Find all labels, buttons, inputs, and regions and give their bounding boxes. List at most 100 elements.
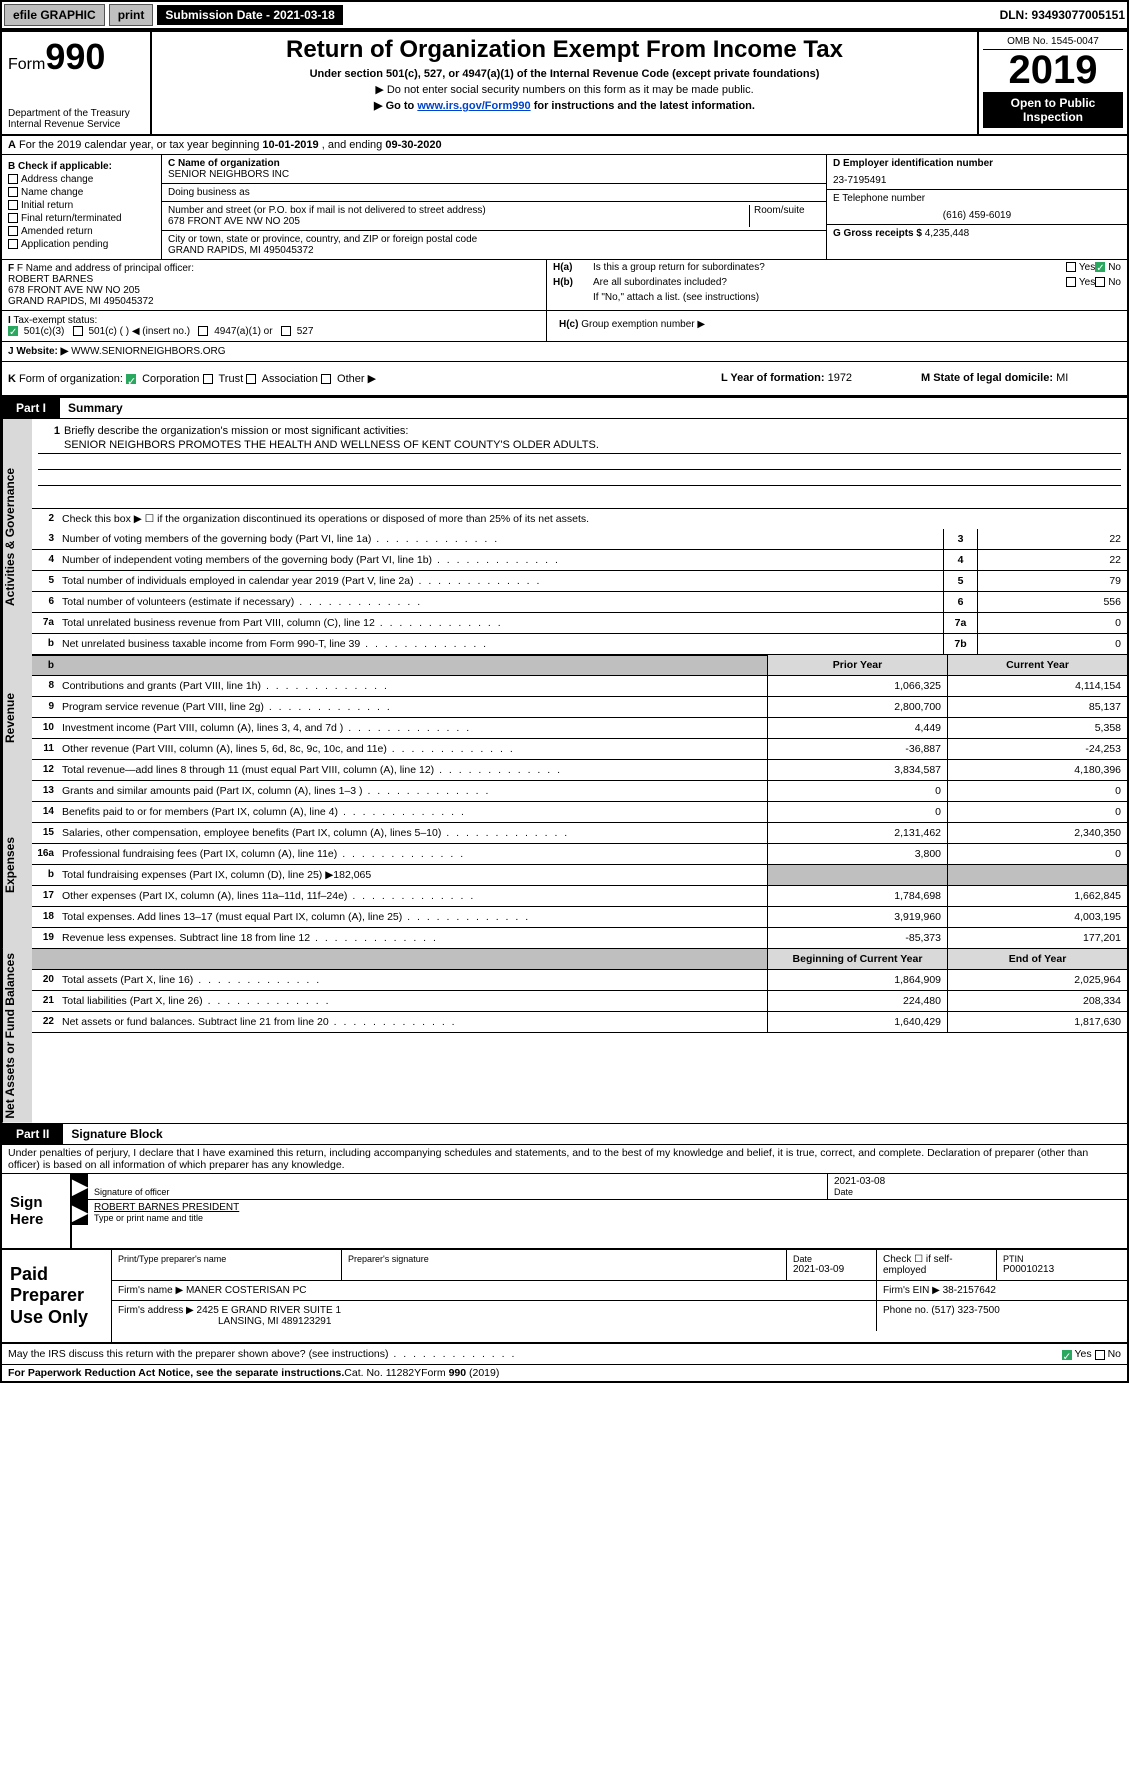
cb-final-return[interactable]: Final return/terminated xyxy=(8,213,155,224)
paid-preparer-label: Paid Preparer Use Only xyxy=(2,1250,112,1343)
tax-year: 2019 xyxy=(983,50,1123,90)
box-Hb: H(b) Are all subordinates included? Yes … xyxy=(547,275,1127,290)
part-II-header: Part II Signature Block xyxy=(2,1123,1127,1145)
cb-corporation[interactable]: ✓ Corporation xyxy=(126,373,200,385)
box-IJ-row: I Tax-exempt status: ✓ 501(c)(3) 501(c) … xyxy=(2,311,1127,342)
gross-receipts-label: G Gross receipts $ xyxy=(833,228,922,239)
expenses-section: Expenses 13Grants and similar amounts pa… xyxy=(2,781,1127,949)
summary-row: 4Number of independent voting members of… xyxy=(32,550,1127,571)
form-subtitle-3: ▶ Go to www.irs.gov/Form990 for instruct… xyxy=(158,99,971,112)
hdr-current-year: Current Year xyxy=(947,655,1127,675)
discuss-row: May the IRS discuss this return with the… xyxy=(2,1344,1127,1364)
form-subtitle-2: ▶ Do not enter social security numbers o… xyxy=(158,83,971,96)
ha-yes[interactable]: Yes xyxy=(1066,262,1095,273)
hb-no[interactable]: No xyxy=(1095,277,1121,288)
hb-note: If "No," attach a list. (see instruction… xyxy=(547,290,1127,305)
form-number: 990 xyxy=(45,36,105,77)
instructions-link[interactable]: www.irs.gov/Form990 xyxy=(417,100,530,112)
box-J: J Website: ▶ WWW.SENIORNEIGHBORS.ORG xyxy=(2,342,1127,362)
summary-row: 6Total number of volunteers (estimate if… xyxy=(32,592,1127,613)
box-B: B Check if applicable: Address change Na… xyxy=(2,155,162,259)
box-F: F F Name and address of principal office… xyxy=(2,260,547,310)
dept-treasury: Department of the TreasuryInternal Reven… xyxy=(8,108,144,130)
form-title: Return of Organization Exempt From Incom… xyxy=(158,36,971,64)
firm-phone: (517) 323-7500 xyxy=(931,1305,999,1316)
ptin: P00010213 xyxy=(1003,1264,1121,1275)
gross-receipts-value: 4,235,448 xyxy=(925,228,970,239)
arrow-icon: ▶ xyxy=(72,1174,88,1199)
summary-row: bTotal fundraising expenses (Part IX, co… xyxy=(32,865,1127,886)
cb-501c[interactable]: 501(c) ( ) ◀ (insert no.) xyxy=(73,326,190,337)
org-name: SENIOR NEIGHBORS INC xyxy=(168,169,820,180)
vtab-revenue: Revenue xyxy=(2,655,32,781)
hdr-prior-year: Prior Year xyxy=(767,655,947,675)
cb-4947[interactable]: 4947(a)(1) or xyxy=(198,326,272,337)
summary-row: 13Grants and similar amounts paid (Part … xyxy=(32,781,1127,802)
state-domicile: MI xyxy=(1056,372,1068,384)
penalty-statement: Under penalties of perjury, I declare th… xyxy=(2,1145,1127,1173)
part-II-box: Part II xyxy=(2,1124,63,1144)
officer-name-label: Type or print name and title xyxy=(94,1213,1121,1223)
sign-here-label: Sign Here xyxy=(2,1174,72,1248)
city-label: City or town, state or province, country… xyxy=(168,234,820,245)
sign-date-label: Date xyxy=(834,1187,1121,1197)
ha-no[interactable]: ✓No xyxy=(1095,262,1121,273)
cb-application-pending[interactable]: Application pending xyxy=(8,239,155,250)
box-KLM: K Form of organization: ✓ Corporation Tr… xyxy=(2,362,1127,397)
firm-address-2: LANSING, MI 489123291 xyxy=(118,1316,331,1327)
firm-name: MANER COSTERISAN PC xyxy=(186,1285,307,1296)
cb-address-change[interactable]: Address change xyxy=(8,174,155,185)
open-public-inspection: Open to Public Inspection xyxy=(983,92,1123,128)
org-name-label: C Name of organization xyxy=(168,158,820,169)
cb-501c3[interactable]: ✓ 501(c)(3) xyxy=(8,326,64,337)
city-value: GRAND RAPIDS, MI 495045372 xyxy=(168,245,820,256)
cb-name-change[interactable]: Name change xyxy=(8,187,155,198)
form-990: Form990 Department of the TreasuryIntern… xyxy=(0,30,1129,1383)
form-subtitle-1: Under section 501(c), 527, or 4947(a)(1)… xyxy=(158,68,971,80)
phone-value: (616) 459-6019 xyxy=(833,210,1121,221)
print-button[interactable]: print xyxy=(109,4,154,26)
summary-row: 11Other revenue (Part VIII, column (A), … xyxy=(32,739,1127,760)
form-prefix: Form xyxy=(8,56,45,73)
cb-initial-return[interactable]: Initial return xyxy=(8,200,155,211)
discuss-yes[interactable]: ✓Yes xyxy=(1062,1348,1092,1360)
firm-address-1: 2425 E GRAND RIVER SUITE 1 xyxy=(197,1305,342,1316)
preparer-date: 2021-03-09 xyxy=(793,1264,870,1275)
part-II-title: Signature Block xyxy=(63,1124,170,1144)
vtab-expenses: Expenses xyxy=(2,781,32,949)
discuss-no[interactable]: No xyxy=(1095,1348,1121,1360)
year-formation: 1972 xyxy=(828,372,852,384)
dba-label: Doing business as xyxy=(168,187,820,198)
summary-row: 3Number of voting members of the governi… xyxy=(32,529,1127,550)
line-2: Check this box ▶ ☐ if the organization d… xyxy=(58,509,1127,529)
box-FH: F F Name and address of principal office… xyxy=(2,260,1127,311)
self-employed-check[interactable]: Check ☐ if self-employed xyxy=(877,1250,997,1280)
website-url: WWW.SENIORNEIGHBORS.ORG xyxy=(71,346,225,357)
hb-yes[interactable]: Yes xyxy=(1066,277,1095,288)
cb-association[interactable]: Association xyxy=(246,373,318,385)
paperwork-notice: For Paperwork Reduction Act Notice, see … xyxy=(8,1367,344,1379)
summary-row: 16aProfessional fundraising fees (Part I… xyxy=(32,844,1127,865)
cb-trust[interactable]: Trust xyxy=(203,373,244,385)
ein-value: 23-7195491 xyxy=(833,175,1121,186)
arrow-icon: ▶ xyxy=(72,1200,88,1225)
efile-button[interactable]: efile GRAPHIC xyxy=(4,4,105,26)
summary-row: 14Benefits paid to or for members (Part … xyxy=(32,802,1127,823)
address-value: 678 FRONT AVE NW NO 205 xyxy=(168,216,745,227)
sign-date: 2021-03-08 xyxy=(834,1176,1121,1187)
cb-amended-return[interactable]: Amended return xyxy=(8,226,155,237)
summary-row: 10Investment income (Part VIII, column (… xyxy=(32,718,1127,739)
top-bar: efile GRAPHIC print Submission Date - 20… xyxy=(0,0,1129,30)
paid-preparer-block: Paid Preparer Use Only Print/Type prepar… xyxy=(2,1249,1127,1345)
summary-row: 19Revenue less expenses. Subtract line 1… xyxy=(32,928,1127,949)
entity-info-block: B Check if applicable: Address change Na… xyxy=(2,155,1127,260)
cb-other[interactable]: Other ▶ xyxy=(321,373,376,385)
part-I-box: Part I xyxy=(2,398,60,418)
summary-row: 17Other expenses (Part IX, column (A), l… xyxy=(32,886,1127,907)
vtab-governance: Activities & Governance xyxy=(2,419,32,655)
box-DEG: D Employer identification number 23-7195… xyxy=(827,155,1127,259)
summary-row: 18Total expenses. Add lines 13–17 (must … xyxy=(32,907,1127,928)
cb-527[interactable]: 527 xyxy=(281,326,313,337)
part-I-header: Part I Summary xyxy=(2,397,1127,419)
footer-row: For Paperwork Reduction Act Notice, see … xyxy=(2,1364,1127,1381)
